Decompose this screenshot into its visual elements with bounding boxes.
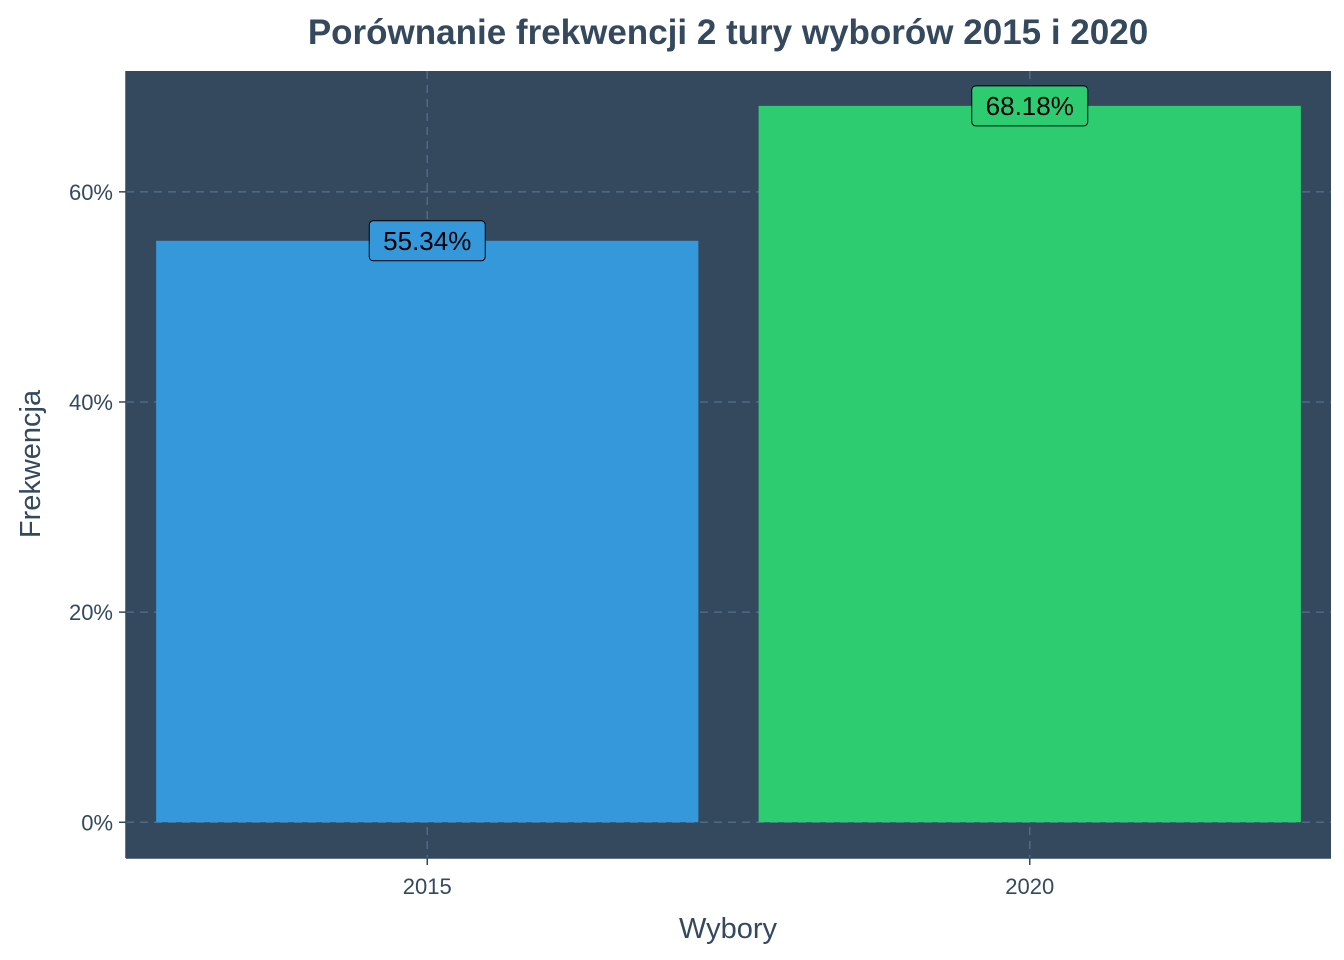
x-tick-label: 2020: [1005, 874, 1054, 899]
y-tick-label: 40%: [69, 390, 113, 415]
y-axis-title: Frekwencja: [15, 389, 47, 538]
data-label-text: 55.34%: [383, 226, 471, 256]
y-tick-label: 0%: [81, 810, 113, 835]
chart-title: Porównanie frekwencji 2 tury wyborów 201…: [308, 13, 1148, 52]
y-tick-label: 60%: [69, 180, 113, 205]
axes: 0% 20% 40% 60% 2015 2020: [69, 71, 1331, 899]
x-tick-label: 2015: [403, 874, 452, 899]
data-label-box: [971, 85, 1089, 127]
bar-2020: [758, 105, 1301, 823]
data-labels: 55.34% 68.18%: [368, 85, 1089, 262]
data-label-box: [368, 220, 486, 262]
bars: [156, 105, 1301, 823]
y-tick-label: 20%: [69, 600, 113, 625]
x-axis-title: Wybory: [679, 913, 778, 945]
data-label-2020: 68.18%: [971, 85, 1089, 127]
bar-2015: [156, 240, 699, 823]
data-label-text: 68.18%: [986, 91, 1074, 121]
data-label-2015: 55.34%: [368, 220, 486, 262]
